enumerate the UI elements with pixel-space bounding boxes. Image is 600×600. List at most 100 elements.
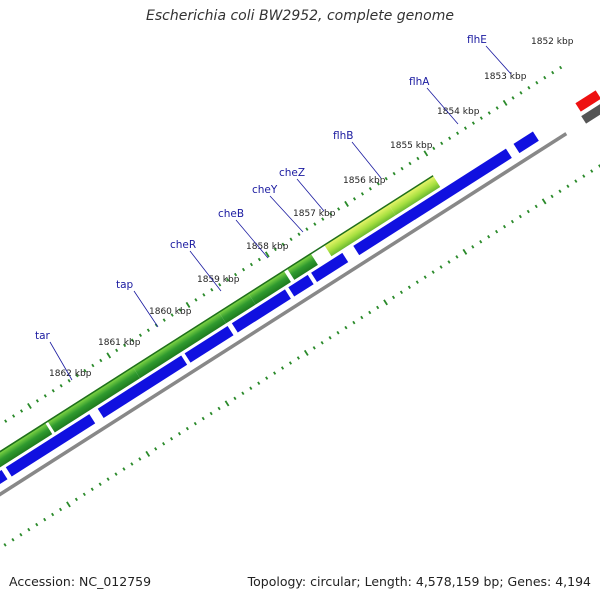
tick-mark bbox=[27, 527, 31, 532]
genome-info-label: Topology: circular; Length: 4,578,159 bp… bbox=[247, 574, 591, 589]
cds-block[interactable] bbox=[184, 325, 234, 363]
tick-mark bbox=[574, 179, 578, 183]
gene-block[interactable] bbox=[132, 311, 226, 379]
tick-label: 1852 kbp bbox=[531, 37, 574, 47]
tick-mark bbox=[67, 378, 71, 383]
tick-mark bbox=[122, 467, 126, 471]
tick-mark bbox=[12, 414, 16, 418]
tick-mark bbox=[264, 251, 270, 258]
tick-mark bbox=[518, 214, 522, 219]
tick-mark bbox=[352, 320, 356, 325]
genome-backbone bbox=[0, 132, 568, 530]
tick-mark bbox=[123, 343, 127, 348]
cds-block[interactable] bbox=[5, 414, 96, 477]
tick-mark bbox=[344, 325, 348, 330]
tick-mark bbox=[224, 400, 230, 407]
cds-block[interactable] bbox=[513, 131, 539, 154]
gene-label[interactable]: cheY bbox=[252, 184, 278, 196]
cds-block[interactable] bbox=[408, 148, 512, 220]
tick-mark bbox=[288, 361, 293, 365]
tick-mark bbox=[558, 189, 562, 194]
tick-mark bbox=[392, 171, 396, 176]
gene-label[interactable]: flhE bbox=[467, 34, 487, 46]
tick-mark bbox=[439, 265, 443, 269]
tick-mark bbox=[447, 260, 451, 264]
cds-block[interactable] bbox=[97, 355, 188, 418]
tick-mark bbox=[455, 255, 459, 259]
tick-mark bbox=[162, 318, 166, 322]
gene-label[interactable]: tap bbox=[116, 279, 134, 291]
tick-mark bbox=[217, 406, 221, 411]
tick-mark bbox=[91, 363, 95, 368]
tick-mark bbox=[487, 111, 491, 115]
gene-label[interactable]: cheZ bbox=[279, 167, 305, 179]
tick-mark bbox=[391, 295, 396, 300]
tick-mark bbox=[527, 86, 531, 90]
red-feature-block[interactable] bbox=[575, 90, 600, 112]
gene-label[interactable]: cheB bbox=[218, 208, 244, 220]
gene-label-leader bbox=[351, 141, 382, 179]
tick-mark bbox=[289, 237, 293, 242]
cds-block[interactable] bbox=[311, 252, 349, 283]
tick-mark bbox=[408, 161, 412, 166]
tick-mark bbox=[400, 166, 404, 171]
tick-mark bbox=[201, 416, 205, 421]
tick-mark bbox=[495, 229, 499, 234]
gene-label-leader bbox=[485, 45, 512, 75]
tick-mark bbox=[566, 184, 570, 188]
gene-block[interactable] bbox=[286, 253, 318, 280]
tick-label: 1854 kbp bbox=[437, 107, 480, 117]
gene-label[interactable]: cheR bbox=[170, 239, 196, 251]
gene-block[interactable] bbox=[218, 292, 256, 324]
tick-mark bbox=[511, 96, 515, 100]
tick-label: 1859 kbp bbox=[197, 275, 240, 285]
tick-mark bbox=[305, 227, 309, 231]
tick-label: 1853 kbp bbox=[484, 72, 527, 82]
tick-mark bbox=[423, 275, 427, 279]
gene-label-leader bbox=[133, 290, 159, 328]
cds-track bbox=[0, 131, 539, 491]
tick-mark bbox=[51, 512, 55, 517]
gene-block-highlighted[interactable] bbox=[387, 175, 441, 216]
tick-mark bbox=[526, 209, 530, 214]
gene-block-highlighted[interactable] bbox=[323, 203, 396, 257]
tick-mark bbox=[321, 217, 325, 221]
tick-mark bbox=[368, 310, 372, 315]
gene-block[interactable] bbox=[0, 422, 53, 481]
tick-mark bbox=[360, 192, 364, 196]
tick-mark bbox=[273, 247, 277, 252]
tick-mark bbox=[479, 116, 483, 120]
tick-mark bbox=[296, 356, 300, 360]
tick-mark bbox=[463, 126, 468, 130]
dark-feature-block[interactable] bbox=[581, 94, 600, 124]
tick-mark bbox=[543, 75, 547, 80]
tick-mark bbox=[550, 194, 554, 199]
tick-mark bbox=[471, 121, 475, 125]
gene-block[interactable] bbox=[247, 270, 291, 305]
labels-layer: 1852 kbp 1853 kbp 1854 kbp 1855 kbp 1856 kbp… bbox=[35, 34, 574, 381]
tick-mark bbox=[352, 197, 357, 201]
tick-label: 1862 kbp bbox=[49, 369, 92, 379]
outer-tick-marks bbox=[4, 65, 563, 423]
gene-label[interactable]: flhB bbox=[333, 130, 353, 142]
tick-mark bbox=[471, 245, 475, 249]
tick-mark bbox=[115, 348, 119, 353]
cds-block[interactable] bbox=[353, 209, 416, 256]
gene-label[interactable]: flhA bbox=[409, 76, 430, 88]
tick-mark bbox=[440, 141, 444, 146]
cds-block[interactable] bbox=[0, 469, 8, 491]
gene-track bbox=[0, 175, 441, 481]
tick-mark bbox=[177, 431, 182, 436]
cds-block[interactable] bbox=[288, 274, 314, 297]
tick-mark bbox=[448, 136, 452, 141]
gene-block[interactable] bbox=[47, 366, 140, 433]
tick-mark bbox=[280, 366, 285, 370]
gene-label[interactable]: tar bbox=[35, 330, 51, 342]
tick-mark bbox=[98, 482, 102, 486]
tick-mark bbox=[249, 262, 254, 267]
tick-mark bbox=[234, 272, 238, 277]
tick-mark bbox=[337, 207, 341, 211]
tick-mark bbox=[130, 338, 135, 343]
cds-block[interactable] bbox=[231, 289, 291, 333]
tick-mark bbox=[344, 200, 349, 207]
